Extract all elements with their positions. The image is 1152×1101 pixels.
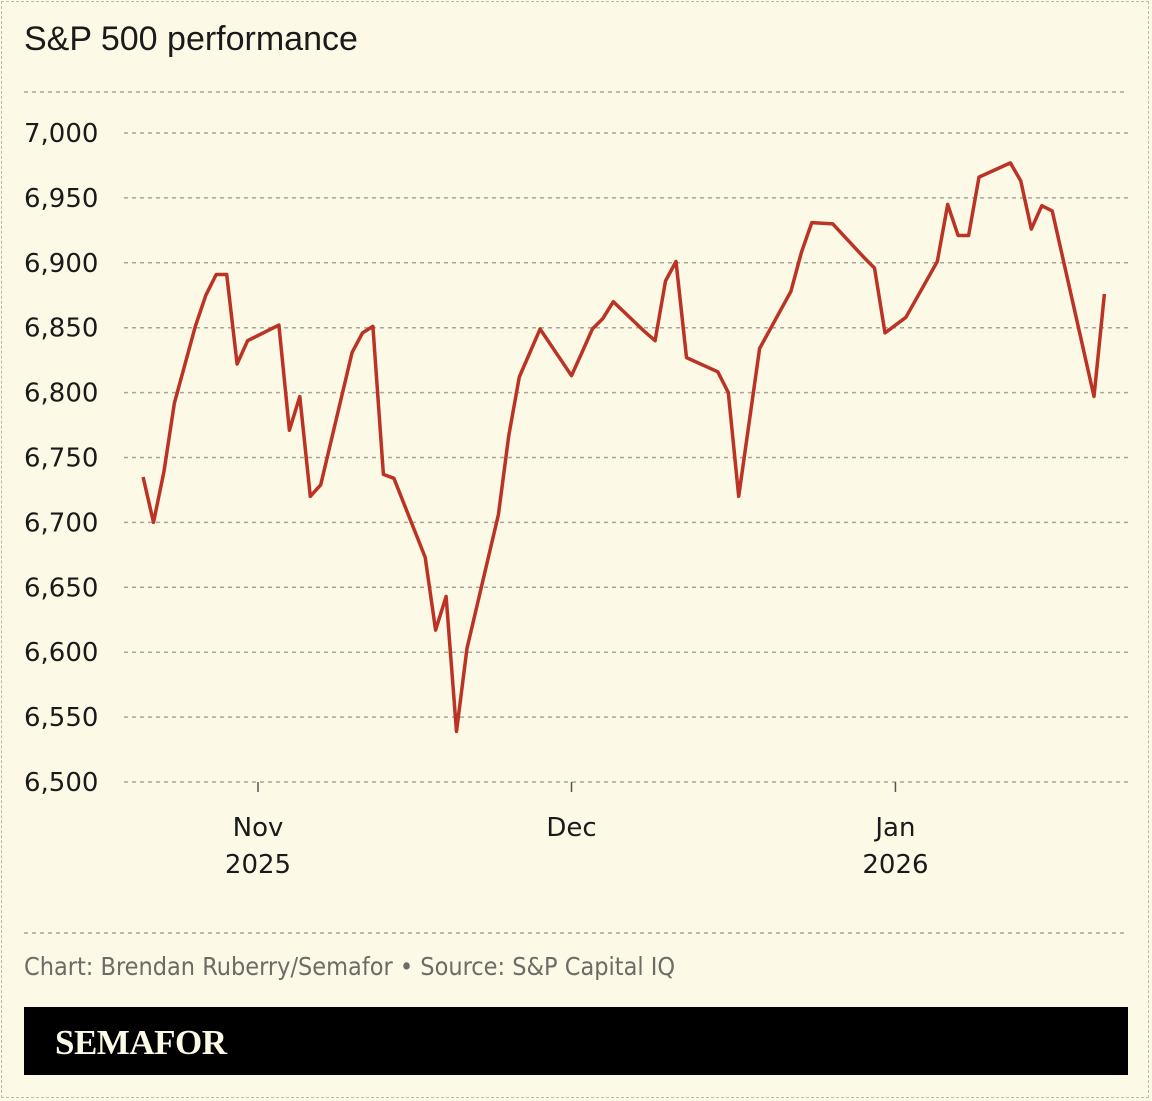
y-tick-label: 6,950: [24, 184, 98, 214]
brand-bar: SEMAFOR: [24, 1007, 1128, 1075]
x-tick-year-label: 2026: [862, 850, 928, 880]
semafor-logo: SEMAFOR: [55, 1023, 227, 1062]
x-tick-label: Nov: [233, 813, 284, 843]
x-tick-label: Jan: [873, 813, 915, 843]
series-line: [141, 161, 1107, 734]
y-tick-label: 6,900: [24, 249, 98, 279]
y-tick-label: 6,600: [24, 638, 98, 668]
y-tick-label: 7,000: [24, 119, 98, 149]
y-tick-label: 6,500: [24, 768, 98, 798]
x-tick-label: Dec: [546, 813, 596, 843]
y-tick-label: 6,550: [24, 703, 98, 733]
y-tick-label: 6,750: [24, 444, 98, 474]
line-chart: 6,500 6,550 6,600 6,650 6,700 6,750 6,800 6,850…: [24, 91, 1128, 934]
y-tick-label: 6,850: [24, 314, 98, 344]
y-tick-label: 6,800: [24, 379, 98, 409]
y-tick-label: 6,650: [24, 573, 98, 603]
x-tick-year-label: 2025: [225, 850, 291, 880]
source-credit: Chart: Brendan Ruberry/Semafor • Source:…: [24, 952, 676, 981]
y-tick-label: 6,700: [24, 508, 98, 538]
chart-title: S&P 500 performance: [24, 20, 358, 58]
